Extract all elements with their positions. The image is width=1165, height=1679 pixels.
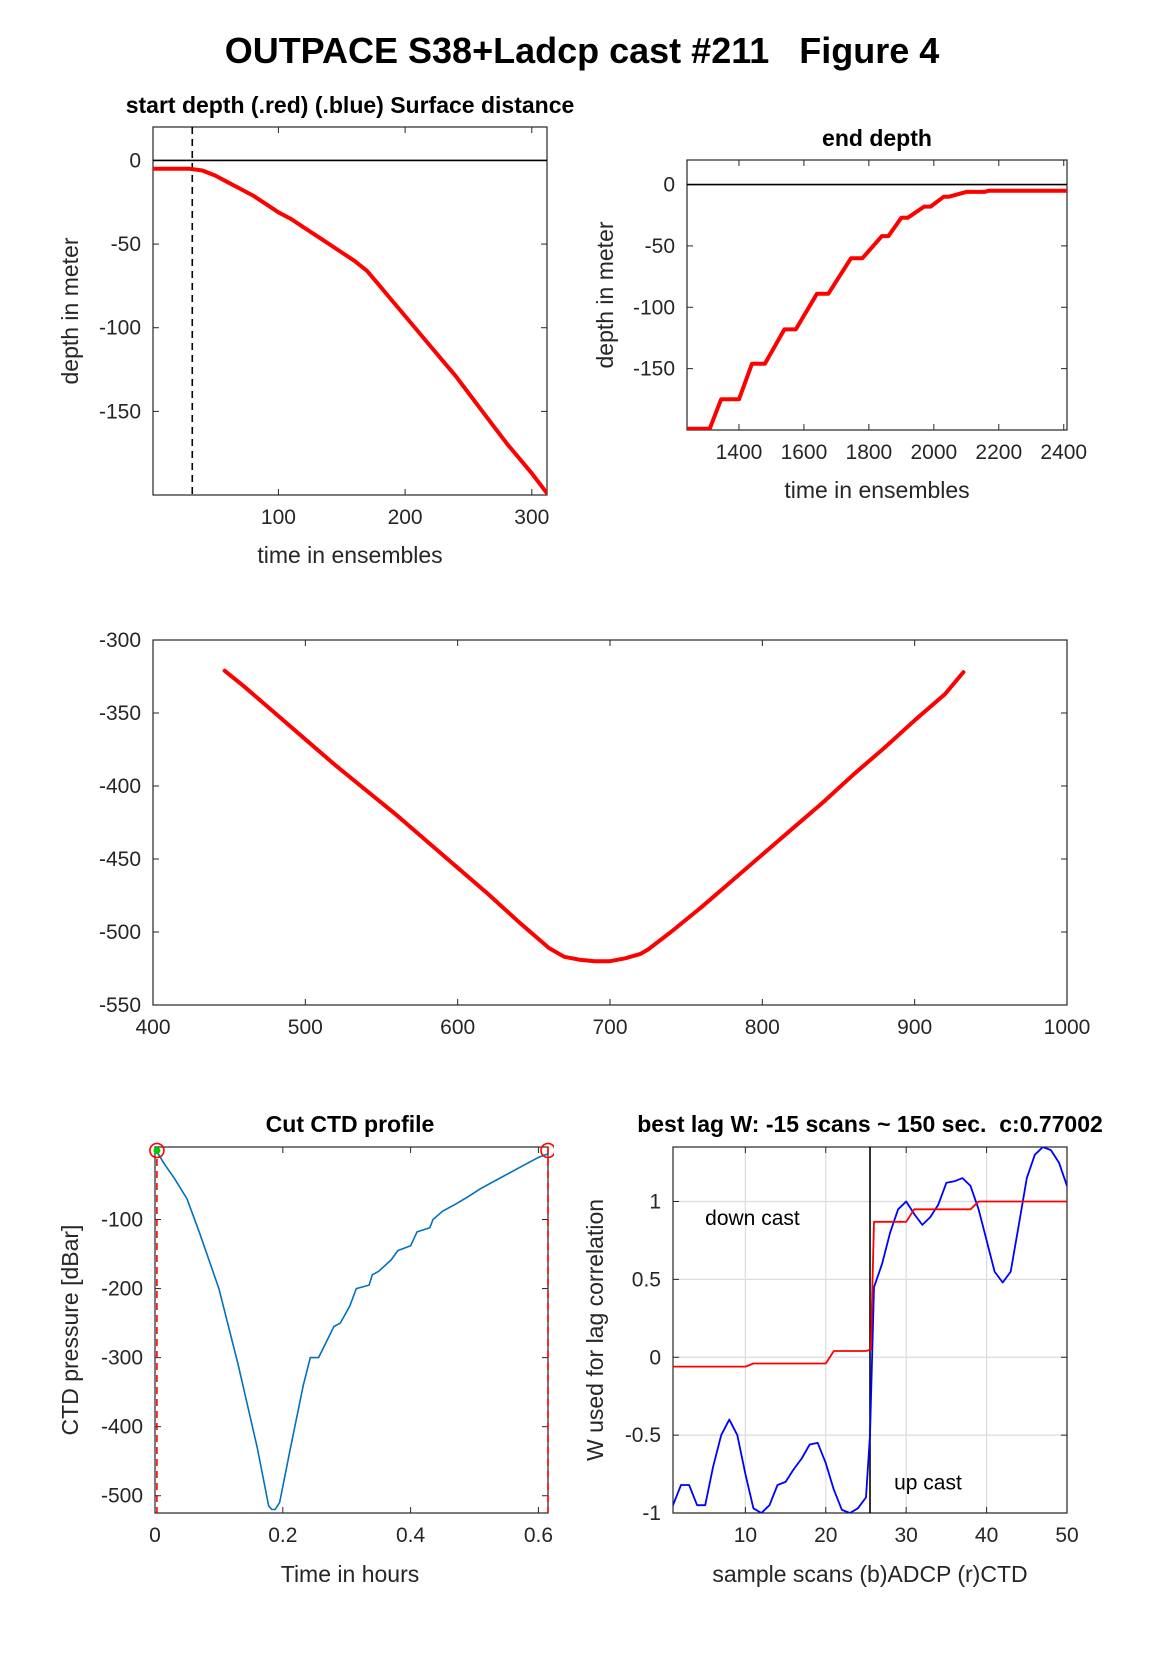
x-tick-label: 2200 <box>975 441 1022 464</box>
plot-frame <box>686 159 1068 431</box>
end-mark-layer <box>687 183 1067 430</box>
x-tick-label: 900 <box>897 1016 932 1039</box>
x-tick-label: 50 <box>1055 1524 1078 1547</box>
ctd-title: Cut CTD profile <box>266 1111 435 1137</box>
x-tick-label: 400 <box>135 1016 170 1039</box>
y-tick-label: 0.5 <box>632 1268 661 1291</box>
middle-mark-layer <box>222 668 966 964</box>
series-line <box>673 1200 1067 1368</box>
end-title: end depth <box>822 125 932 151</box>
x-tick-label: 100 <box>261 506 296 529</box>
y-tick-label: -550 <box>99 994 141 1017</box>
x-tick-label: 2400 <box>1040 441 1087 464</box>
y-tick-label: -450 <box>99 848 141 871</box>
x-tick-label: 2000 <box>910 441 957 464</box>
y-tick-label: -100 <box>101 1209 143 1232</box>
y-tick-label: -0.5 <box>625 1424 661 1447</box>
middle-panel: 400 500 600 700 800 900 1000 -300 -350 -400 -450 -5… <box>99 629 1090 1039</box>
start-tick-layer: 100 200 300 0 -50 -100 -150 <box>99 127 549 529</box>
x-tick-label: 500 <box>288 1016 323 1039</box>
end-tick-layer: 1400 1600 1800 2000 2200 2400 0 -50 -100 -150 <box>633 160 1087 464</box>
x-tick-label: 20 <box>814 1524 837 1547</box>
x-tick-label: 1000 <box>1044 1016 1091 1039</box>
x-tick-label: 10 <box>734 1524 757 1547</box>
x-tick-label: 200 <box>388 506 423 529</box>
y-tick-label: -500 <box>99 921 141 944</box>
end-xlabel: time in ensembles <box>784 477 969 503</box>
x-tick-label: 40 <box>975 1524 998 1547</box>
x-tick-label: 0 <box>149 1524 161 1547</box>
x-tick-label: 800 <box>745 1016 780 1039</box>
start-xlabel: time in ensembles <box>257 542 442 568</box>
middle-tick-layer: 400 500 600 700 800 900 1000 -300 -350 -400 -450 -5… <box>99 629 1090 1039</box>
ctd-panel: 0 0.2 0.4 0.6 -100 -200 -300 -400 -500 Cut CTD p… <box>57 1111 554 1587</box>
y-tick-label: -150 <box>633 358 675 381</box>
x-tick-label: 30 <box>895 1524 918 1547</box>
x-tick-label: 1400 <box>716 441 763 464</box>
start-title: start depth (.red) (.blue) Surface dista… <box>126 92 575 118</box>
annotation-label: up cast <box>894 1472 962 1495</box>
y-tick-label: -300 <box>101 1347 143 1370</box>
y-tick-label: -100 <box>99 317 141 340</box>
y-tick-label: -100 <box>633 296 675 319</box>
y-tick-label: 0 <box>649 1346 661 1369</box>
annotation-label: down cast <box>705 1207 800 1230</box>
start-ylabel: depth in meter <box>57 237 83 384</box>
x-tick-label: 300 <box>514 506 549 529</box>
series-line <box>222 668 966 964</box>
start-depth-panel: 100 200 300 0 -50 -100 -150 start depth (.red)… <box>57 92 574 568</box>
series-line <box>687 188 1067 430</box>
y-tick-label: -200 <box>101 1278 143 1301</box>
x-tick-label: 1800 <box>846 441 893 464</box>
lag-mark-layer: down cast up cast <box>673 1147 1067 1513</box>
series-line <box>673 1147 1067 1513</box>
marker-circle <box>149 1142 165 1159</box>
x-tick-label: 1600 <box>781 441 828 464</box>
series-line <box>156 1151 549 1511</box>
lag-tick-layer: 10 20 30 40 50 1 0.5 0 -0.5 -1 <box>625 1147 1079 1547</box>
marker-circle <box>540 1142 554 1159</box>
lag-xlabel: sample scans (b)ADCP (r)CTD <box>712 1561 1027 1587</box>
x-tick-label: 700 <box>592 1016 627 1039</box>
y-tick-label: -300 <box>99 629 141 652</box>
y-tick-label: -400 <box>101 1416 143 1439</box>
y-tick-label: 0 <box>129 149 141 172</box>
y-tick-label: -400 <box>99 775 141 798</box>
y-tick-label: 1 <box>649 1191 661 1214</box>
y-tick-label: -50 <box>111 233 141 256</box>
y-tick-label: -50 <box>645 235 675 258</box>
plot-frame <box>152 126 548 496</box>
y-tick-label: -350 <box>99 702 141 725</box>
ctd-mark-layer <box>149 1142 554 1513</box>
lag-panel: 10 20 30 40 50 1 0.5 0 -0.5 -1 down cast up cast b… <box>582 1111 1103 1587</box>
x-tick-label: 600 <box>440 1016 475 1039</box>
lag-ylabel: W used for lag correlation <box>582 1199 608 1461</box>
x-tick-label: 0.2 <box>268 1524 297 1547</box>
y-tick-label: -500 <box>101 1485 143 1508</box>
y-tick-label: 0 <box>663 174 675 197</box>
ctd-tick-layer: 0 0.2 0.4 0.6 -100 -200 -300 -400 -500 <box>101 1147 553 1547</box>
end-ylabel: depth in meter <box>592 221 618 368</box>
start-mark-layer <box>153 127 547 495</box>
x-tick-label: 0.4 <box>396 1524 426 1547</box>
y-tick-label: -1 <box>642 1502 661 1525</box>
marker-dot <box>153 1146 161 1154</box>
x-tick-label: 0.6 <box>524 1524 553 1547</box>
figure-title: OUTPACE S38+Ladcp cast #211 Figure 4 <box>225 30 940 71</box>
lag-title: best lag W: -15 scans ~ 150 sec. c:0.770… <box>637 1111 1103 1137</box>
y-tick-label: -150 <box>99 400 141 423</box>
end-depth-panel: 1400 1600 1800 2000 2200 2400 0 -50 -100 -150 end… <box>592 125 1087 503</box>
series-line <box>153 166 547 495</box>
ctd-ylabel: CTD pressure [dBar] <box>57 1225 83 1436</box>
ctd-xlabel: Time in hours <box>281 1561 419 1587</box>
